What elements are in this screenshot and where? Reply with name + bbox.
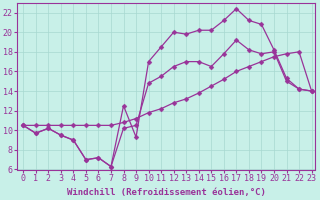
X-axis label: Windchill (Refroidissement éolien,°C): Windchill (Refroidissement éolien,°C) <box>67 188 266 197</box>
